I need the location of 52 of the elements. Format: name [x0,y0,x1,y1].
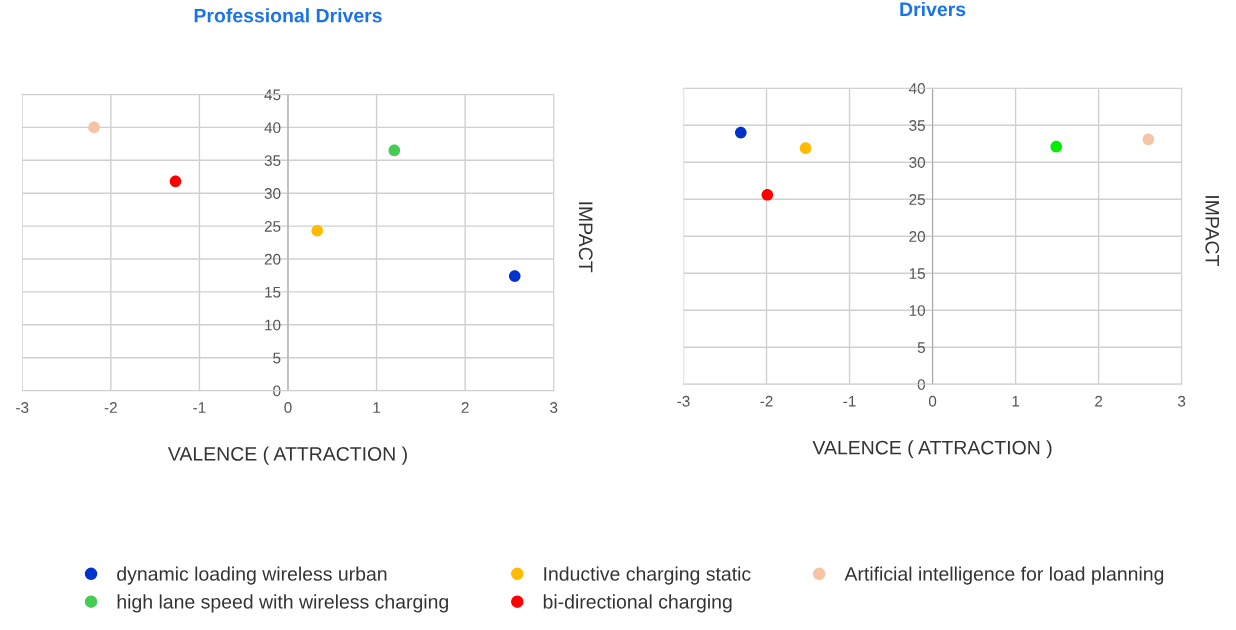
x-axis-title: VALENCE ( ATTRACTION ) [812,440,1052,459]
x-tick-label: 2 [461,402,469,413]
y-tick-label: 25 [264,220,281,232]
legend-label: Artificial intelligence for load planning [844,566,1164,585]
chart-title: Drivers [900,1,966,17]
x-tick-label: 1 [373,402,381,413]
point [1142,133,1155,146]
x-tick-label: 3 [1177,395,1186,407]
y-tick-label: 30 [909,157,926,168]
point [761,188,774,201]
y-tick-label: 5 [917,342,925,353]
x-tick-label: -2 [104,402,117,413]
x-tick-label: -3 [677,395,690,407]
y-tick-label: 10 [265,319,281,331]
point [1050,140,1063,153]
y-tick-label: 20 [909,231,926,242]
point [388,144,401,157]
point [88,121,100,134]
x-tick-label: 0 [284,402,292,413]
x-tick-label: -1 [843,395,856,407]
x-tick-label: -2 [760,395,773,407]
y-tick-label: 35 [909,120,925,131]
x-tick-label: -3 [16,402,29,413]
chart-title: Professional Drivers [194,8,382,23]
y-tick-label: 40 [908,83,926,94]
y-tick-label: 5 [273,352,281,364]
legend-label: bi-directional charging [543,594,732,613]
x-tick-label: 3 [550,402,558,413]
y-tick-label: 25 [909,194,925,205]
legend-label: Inductive charging static [544,566,751,585]
point [311,224,324,237]
y-tick-label: 15 [265,286,281,298]
y-tick-label: 10 [909,305,926,316]
y-axis-title: IMPACT [578,202,593,273]
point [799,142,812,154]
point [734,126,747,139]
y-tick-label: 35 [264,155,281,166]
y-tick-label: 0 [917,379,926,390]
legend-label: dynamic loading wireless urban [117,566,387,585]
x-tick-label: 0 [928,395,937,407]
y-tick-label: 30 [264,188,281,199]
point [169,175,182,188]
x-tick-label: -1 [193,402,206,413]
x-tick-label: 1 [1012,395,1020,407]
y-tick-label: 20 [264,253,281,265]
x-tick-label: 2 [1095,395,1103,407]
y-tick-label: 15 [909,268,925,279]
point [508,270,521,282]
x-axis-title: VALENCE ( ATTRACTION ) [167,446,407,465]
y-tick-label: 40 [264,122,281,134]
legend-label: high lane speed with wireless charging [117,594,448,613]
y-axis-title: IMPACT [1205,196,1220,266]
